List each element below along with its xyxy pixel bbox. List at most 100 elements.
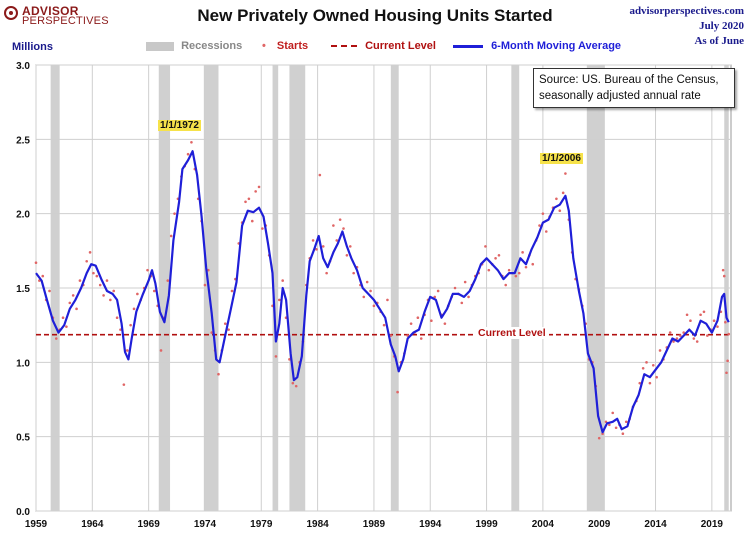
starts-point [369,289,372,293]
legend-current: Current Level [331,40,436,52]
starts-point [261,227,264,230]
starts-point [98,283,102,287]
legend-current-label: Current Level [365,40,436,52]
starts-point [318,173,322,177]
starts-point [159,349,163,352]
starts-point [92,271,95,275]
starts-point [125,349,129,352]
starts-point [460,301,464,305]
starts-point [658,349,662,352]
starts-point [727,332,731,336]
x-tick-label: 1979 [250,519,273,530]
starts-point [699,313,702,317]
starts-point [692,337,696,340]
starts-point [443,322,447,325]
y-axis-units: Millions [12,41,53,53]
starts-point [497,253,501,257]
starts-point [152,289,156,293]
starts-point [504,283,508,287]
starts-point [611,411,615,415]
starts-point [721,268,725,272]
starts-point [641,366,645,370]
starts-point [332,224,335,227]
starts-point [203,283,207,287]
starts-point [311,239,315,242]
starts-point [453,286,457,290]
starts-point [207,268,210,272]
starts-point [173,212,176,215]
source-line-1: Source: US. Bureau of the Census, [539,74,719,86]
starts-point [61,316,65,320]
starts-point [685,313,689,317]
starts-point [345,253,349,257]
current-dash-icon [331,45,357,48]
starts-point [564,172,567,175]
starts-point [325,271,328,275]
starts-point [132,307,136,311]
starts-point [494,256,497,260]
starts-point [335,239,339,242]
starts-point [278,298,281,302]
x-tick-label: 1999 [475,519,498,530]
x-tick-label: 2019 [701,519,724,530]
starts-point [34,261,38,265]
starts-point [54,337,58,340]
starts-point [348,245,352,248]
starts-point [365,280,369,284]
starts-point [321,245,325,248]
starts-point [675,337,679,340]
x-tick-label: 2004 [532,519,555,530]
starts-point [223,322,227,325]
starts-point [621,432,625,435]
legend-starts-label: Starts [276,40,309,52]
starts-point [648,381,652,385]
starts-point [695,340,699,343]
logo-line-1: ADVISOR [22,4,79,18]
starts-point [538,224,541,227]
starts-point [541,212,545,215]
x-tick-label: 1969 [138,519,161,530]
recession-swatch-icon [146,41,174,51]
y-tick-label: 0.5 [16,433,30,444]
chart-title: New Privately Owned Housing Units Starte… [197,6,553,25]
starts-dot-icon: • [262,40,266,52]
starts-point [112,289,116,293]
y-tick-label: 1.5 [16,284,30,295]
starts-point [467,295,470,299]
starts-point [682,331,685,334]
starts-point [689,319,692,323]
starts-point [250,219,254,223]
starts-point [555,197,558,201]
starts-point [254,190,257,193]
starts-point [48,289,51,293]
starts-point [362,295,366,299]
starts-point [396,390,399,394]
y-tick-label: 2.0 [16,210,30,221]
moving-average-line [35,150,730,434]
x-tick-label: 1984 [306,519,329,530]
site-info: advisorperspectives.com July 2020 As of … [629,4,744,49]
starts-point [706,334,709,337]
starts-point [274,355,278,358]
starts-point [338,218,342,221]
starts-point [409,322,413,325]
current-level-label: Current Level [475,327,549,339]
starts-point [668,331,672,334]
y-tick-label: 1.0 [16,358,30,369]
starts-point [436,289,440,293]
starts-point [257,185,261,189]
starts-point [146,268,149,272]
legend-average: 6-Month Moving Average [453,40,621,52]
starts-point [65,325,68,328]
starts-point [41,274,45,278]
starts-point [227,328,230,331]
starts-point [463,280,467,284]
starts-point [75,307,78,311]
starts-point [724,320,727,324]
x-tick-label: 1994 [419,519,442,530]
starts-point [419,337,423,340]
starts-point [186,152,190,156]
starts-point [645,361,648,364]
compass-logo-icon [4,6,18,20]
